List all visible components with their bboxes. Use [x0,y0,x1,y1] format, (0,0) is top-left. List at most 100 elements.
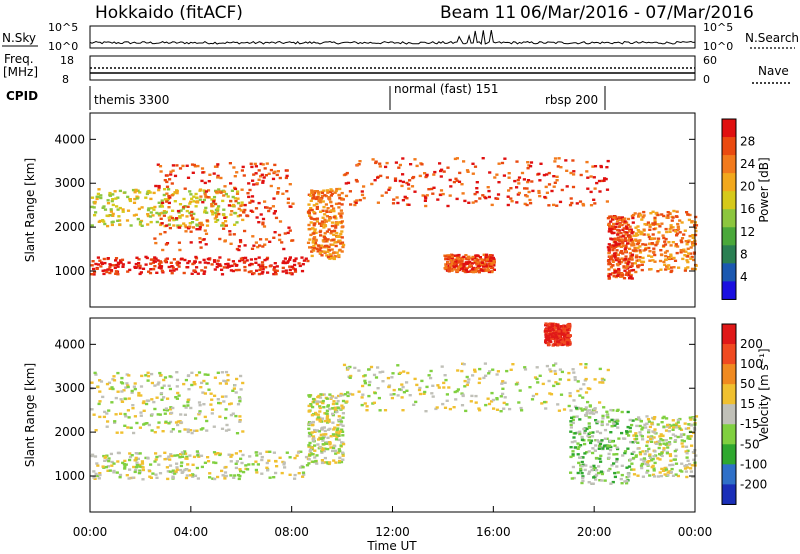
data-cell-397 [121,208,125,211]
data-cell-1150 [427,188,431,191]
data-cell-1792 [690,220,694,223]
data-cell-674 [310,423,314,427]
data-cell-1726 [642,228,646,231]
data-cell-1742 [548,329,552,333]
date-range: 06/Mar/2016 - 07/Mar/2016 [520,3,754,23]
data-cell-174 [218,453,222,457]
data-cell-1328 [676,474,680,478]
data-cell-247 [235,460,239,463]
data-cell-74 [191,474,195,477]
data-cell-840 [535,392,539,396]
data-cell-722 [165,192,169,195]
data-cell-748 [332,428,336,431]
data-cell-1476 [680,442,684,445]
data-cell-1470 [618,262,622,265]
data-cell-1434 [656,423,660,426]
data-cell-349 [131,404,135,407]
data-cell-1239 [612,422,616,425]
data-cell-518 [111,387,115,391]
data-cell-301 [215,210,220,213]
colorbar-swatch-1 [722,137,736,156]
data-cell-998 [381,380,385,383]
data-cell-394 [137,391,141,395]
data-cell-945 [315,202,319,206]
data-cell-1005 [323,237,327,240]
data-cell-781 [312,204,316,207]
data-cell-1505 [611,225,615,229]
data-cell-271 [214,211,218,215]
data-cell-1494 [647,429,651,432]
data-cell-1062 [513,179,517,183]
data-cell-536 [322,393,326,396]
data-cell-561 [167,201,171,205]
data-cell-1736 [562,343,566,346]
data-cell-1336 [648,474,652,477]
data-cell-803 [437,386,441,389]
data-cell-1209 [571,421,575,425]
data-cell-838 [501,387,505,390]
data-cell-969 [340,230,344,233]
colorbar-swatch-8 [722,263,736,282]
data-cell-181 [222,266,226,269]
data-cell-1398 [622,277,627,280]
data-cell-842 [509,368,513,371]
data-cell-934 [401,385,405,389]
data-cell-1048 [605,437,609,440]
data-cell-1509 [659,433,663,436]
data-cell-179 [98,259,102,262]
data-cell-772 [219,176,223,180]
data-cell-1651 [544,340,548,344]
data-cell-727 [273,170,277,173]
data-cell-115 [180,461,184,464]
data-cell-1392 [646,469,650,473]
data-cell-988 [339,221,343,224]
data-cell-976 [322,239,326,242]
data-cell-1118 [463,199,467,203]
data-cell-98 [92,476,96,479]
data-cell-547 [276,191,280,194]
data-cell-1269 [553,181,557,184]
data-cell-23 [285,271,289,275]
data-cell-1283 [606,159,610,163]
data-cell-317 [176,420,180,423]
data-cell-845 [309,207,313,210]
data-cell-2009 [487,270,492,274]
data-cell-1807 [638,214,643,217]
data-cell-1220 [553,160,557,163]
data-cell-802 [322,189,326,192]
data-cell-1285 [595,469,599,472]
data-cell-162 [176,263,180,266]
data-cell-647 [336,427,340,430]
data-cell-115 [261,268,265,271]
data-cell-1457 [676,421,680,424]
data-cell-238 [183,468,187,472]
data-cell-446 [168,420,173,424]
data-cell-1103 [348,190,352,193]
data-cell-1554 [609,246,613,249]
data-cell-292 [189,429,193,432]
data-cell-1256 [625,479,629,483]
data-cell-273 [233,197,237,200]
noise-left-tick-top: 10^5 [48,21,78,34]
data-cell-675 [338,394,343,397]
data-cell-278 [160,398,164,401]
data-cell-1695 [639,232,643,236]
data-cell-1196 [358,160,362,163]
data-cell-767 [314,459,318,463]
data-cell-660 [222,227,226,230]
data-cell-1750 [634,249,638,252]
data-cell-433 [236,190,240,193]
data-cell-1386 [611,254,615,257]
data-cell-247 [193,269,197,272]
data-cell-1630 [551,344,555,347]
data-cell-886 [474,401,478,404]
data-cell-616 [204,190,208,193]
data-cell-813 [420,379,424,383]
data-cell-759 [321,399,325,403]
data-cell-1619 [683,269,687,272]
data-cell-1222 [413,190,417,193]
data-cell-1213 [516,178,520,182]
data-cell-1717 [553,330,557,333]
data-cell-1057 [628,430,632,433]
data-cell-427 [190,221,195,224]
